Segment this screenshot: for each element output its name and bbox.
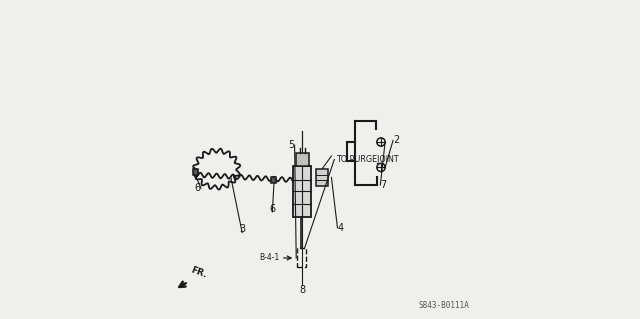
Text: 5: 5 — [288, 140, 294, 150]
Text: 6: 6 — [195, 183, 201, 193]
Bar — [271, 177, 276, 183]
Text: 7: 7 — [380, 180, 387, 190]
Text: S843-B0111A: S843-B0111A — [419, 301, 469, 310]
Text: 4: 4 — [337, 223, 344, 233]
Text: 6: 6 — [269, 204, 275, 214]
Text: 3: 3 — [239, 224, 245, 234]
Text: 8: 8 — [299, 285, 305, 295]
Bar — [297, 249, 306, 268]
Text: TO PURGEJOINT: TO PURGEJOINT — [336, 155, 399, 164]
Bar — [293, 166, 312, 217]
Text: B-4-1: B-4-1 — [259, 254, 280, 263]
Bar — [296, 153, 308, 166]
Text: FR.: FR. — [190, 265, 209, 279]
Bar — [316, 169, 328, 186]
Bar — [193, 169, 198, 175]
Text: 2: 2 — [393, 136, 399, 145]
